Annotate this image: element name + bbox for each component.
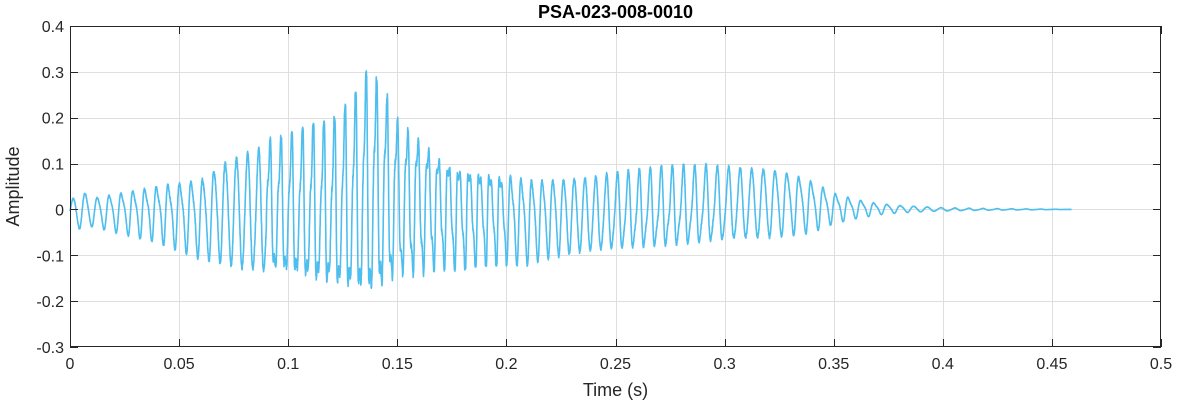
y-tick-label: -0.1: [36, 248, 64, 265]
axis-ticks: 0 0.05 0.1 0.15 0.2 0.25 0.3 0.35 0.4 0.45 0.5 -0.3…: [36, 19, 1172, 373]
y-tick-label: -0.2: [36, 294, 64, 311]
x-tick-label: 0.4: [932, 356, 954, 373]
y-tick-label: 0.4: [42, 19, 64, 36]
grid-lines: [70, 26, 1161, 347]
y-tick-label: 0.1: [42, 157, 64, 174]
plot-border: [70, 26, 1161, 347]
waveform-series-line: [69, 70, 1073, 290]
y-tick-label: 0.2: [42, 111, 64, 128]
x-tick-label: 0.05: [164, 356, 195, 373]
x-tick-label: 0.15: [382, 356, 413, 373]
x-axis-label: Time (s): [583, 380, 648, 400]
x-tick-label: 0.5: [1150, 356, 1172, 373]
chart-title: PSA-023-008-0010: [538, 2, 693, 22]
y-axis-label: Amplitude: [3, 146, 23, 226]
y-tick-label: 0.3: [42, 65, 64, 82]
x-tick-label: 0.2: [495, 356, 517, 373]
x-tick-label: 0.35: [818, 356, 849, 373]
x-tick-label: 0: [66, 356, 75, 373]
x-tick-label: 0.45: [1036, 356, 1067, 373]
x-tick-label: 0.1: [277, 356, 299, 373]
y-tick-label: -0.3: [36, 340, 64, 357]
y-tick-label: 0: [55, 202, 64, 219]
x-tick-label: 0.3: [713, 356, 735, 373]
x-tick-label: 0.25: [600, 356, 631, 373]
series-group: [69, 70, 1073, 290]
